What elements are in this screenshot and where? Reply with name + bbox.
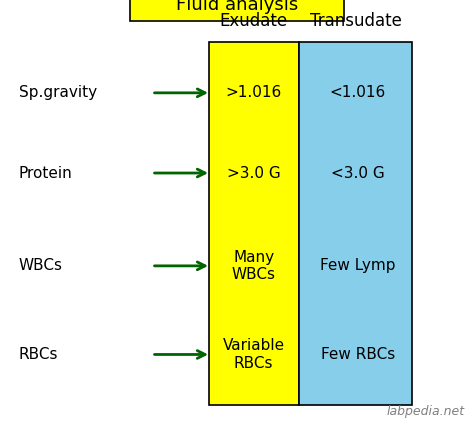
Text: Variable
RBCs: Variable RBCs (222, 338, 285, 371)
Text: labpedia.net: labpedia.net (386, 405, 465, 418)
Text: Many
WBCs: Many WBCs (232, 250, 275, 282)
Text: Few RBCs: Few RBCs (321, 347, 395, 362)
Text: Fluid analysis: Fluid analysis (176, 0, 298, 14)
Text: Few Lymp: Few Lymp (320, 258, 396, 273)
FancyBboxPatch shape (209, 42, 299, 405)
Text: Transudate: Transudate (310, 11, 401, 30)
Text: Protein: Protein (19, 165, 73, 181)
Text: <3.0 G: <3.0 G (331, 165, 385, 181)
Text: <1.016: <1.016 (330, 85, 386, 100)
Text: Sp.gravity: Sp.gravity (19, 85, 97, 100)
FancyBboxPatch shape (299, 42, 412, 405)
Text: WBCs: WBCs (19, 258, 63, 273)
Text: RBCs: RBCs (19, 347, 58, 362)
Text: >3.0 G: >3.0 G (227, 165, 281, 181)
Text: >1.016: >1.016 (226, 85, 282, 100)
Text: Exudate: Exudate (219, 11, 288, 30)
FancyBboxPatch shape (130, 0, 344, 21)
